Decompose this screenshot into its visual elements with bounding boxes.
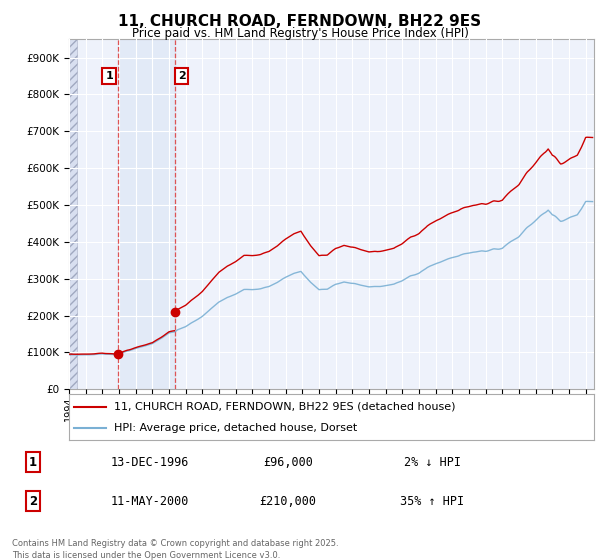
Text: 1: 1 bbox=[29, 455, 37, 469]
Text: 11, CHURCH ROAD, FERNDOWN, BH22 9ES: 11, CHURCH ROAD, FERNDOWN, BH22 9ES bbox=[118, 14, 482, 29]
Text: 1: 1 bbox=[105, 71, 113, 81]
Text: Price paid vs. HM Land Registry's House Price Index (HPI): Price paid vs. HM Land Registry's House … bbox=[131, 27, 469, 40]
Text: Contains HM Land Registry data © Crown copyright and database right 2025.
This d: Contains HM Land Registry data © Crown c… bbox=[12, 539, 338, 559]
Bar bbox=[69, 39, 77, 389]
Text: £210,000: £210,000 bbox=[260, 494, 317, 508]
Text: 11, CHURCH ROAD, FERNDOWN, BH22 9ES (detached house): 11, CHURCH ROAD, FERNDOWN, BH22 9ES (det… bbox=[113, 402, 455, 412]
Bar bbox=[118, 39, 175, 389]
Text: 11-MAY-2000: 11-MAY-2000 bbox=[111, 494, 190, 508]
Text: 2: 2 bbox=[29, 494, 37, 508]
Text: 35% ↑ HPI: 35% ↑ HPI bbox=[400, 494, 464, 508]
Bar bbox=[69, 39, 77, 389]
Text: 2% ↓ HPI: 2% ↓ HPI bbox=[404, 455, 461, 469]
Text: 2: 2 bbox=[178, 71, 185, 81]
Text: 13-DEC-1996: 13-DEC-1996 bbox=[111, 455, 190, 469]
Text: HPI: Average price, detached house, Dorset: HPI: Average price, detached house, Dors… bbox=[113, 423, 357, 433]
Text: £96,000: £96,000 bbox=[263, 455, 313, 469]
